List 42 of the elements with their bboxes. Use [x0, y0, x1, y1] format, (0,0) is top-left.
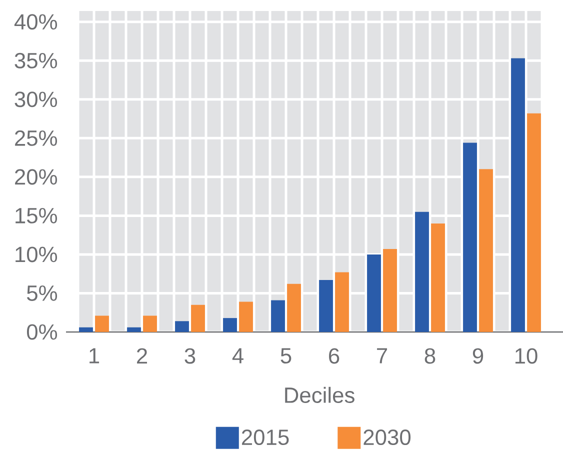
y-tick-label: 30%: [14, 92, 58, 108]
bar: [143, 316, 157, 332]
bar: [479, 169, 493, 332]
y-tick-label: 5%: [26, 286, 58, 301]
bar: [383, 249, 397, 332]
bar: [127, 327, 141, 332]
bar: [431, 223, 445, 332]
bar: [463, 142, 477, 332]
y-tick-label: 25%: [15, 130, 58, 146]
bar: [191, 304, 205, 332]
x-tick-label: 10: [515, 348, 538, 364]
bar: [367, 254, 381, 332]
bar: [319, 280, 333, 332]
bar: [239, 302, 253, 332]
bar: [415, 212, 429, 332]
x-tick-label: 6: [329, 348, 340, 364]
x-axis-title: Deciles: [285, 386, 354, 403]
bar: [527, 113, 541, 332]
x-tick-label: 2: [137, 348, 147, 364]
legend-label: 2030: [364, 430, 411, 446]
y-tick-label: 20%: [15, 169, 58, 185]
bar: [175, 321, 189, 332]
bar: [95, 316, 109, 332]
bar: [287, 284, 301, 332]
x-tick-label: 3: [184, 348, 196, 364]
x-tick-label: 5: [280, 348, 292, 364]
bar: [335, 272, 349, 332]
legend-label: 2015: [242, 430, 289, 446]
x-tick-label: 4: [232, 348, 244, 364]
y-tick-label: 40%: [14, 14, 58, 30]
bar: [79, 327, 93, 332]
x-tick-label: 7: [377, 348, 387, 364]
y-tick-label: 0%: [26, 324, 58, 340]
y-tick-label: 35%: [14, 52, 58, 68]
x-tick-label: 8: [424, 348, 436, 364]
y-tick-label: 10%: [16, 246, 58, 262]
bar: [271, 300, 285, 332]
bar: [511, 58, 525, 332]
bar: [223, 318, 237, 332]
x-tick-label: 9: [472, 348, 484, 364]
y-tick-label: 15%: [16, 208, 58, 224]
x-tick-label: 1: [90, 348, 100, 364]
